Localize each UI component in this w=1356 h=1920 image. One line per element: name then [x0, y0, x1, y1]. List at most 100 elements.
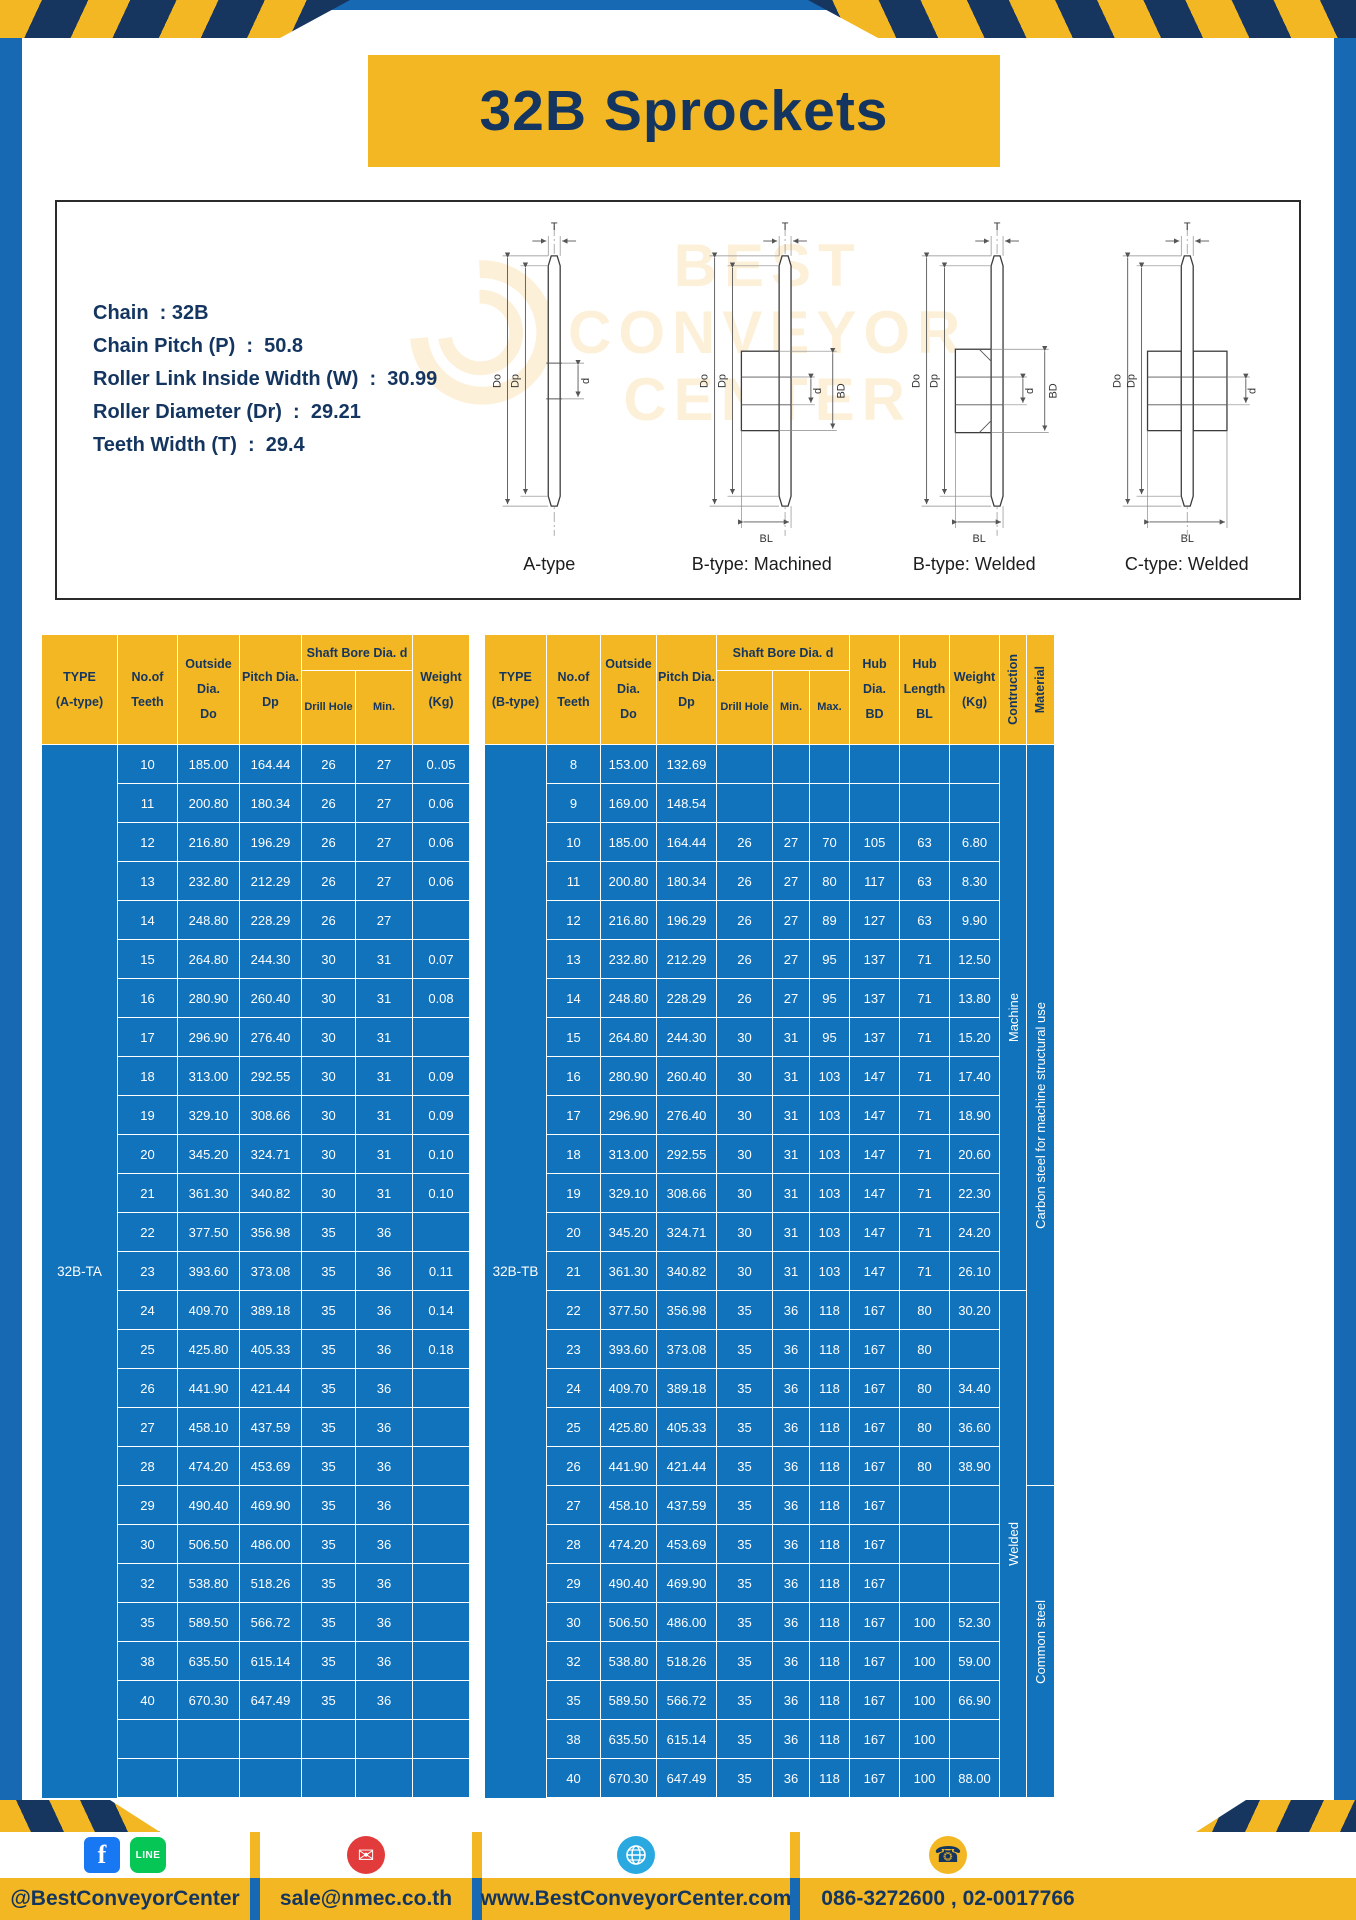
table-cell: 13	[118, 862, 178, 901]
table-cell: 71	[900, 979, 950, 1018]
table-cell: 313.00	[178, 1057, 240, 1096]
footer: f LINE ✉ ☎ @BestConveyorCenter sale@nmec…	[0, 1832, 1356, 1920]
table-cell: 35	[302, 1642, 356, 1681]
table-cell: 244.30	[657, 1018, 717, 1057]
table-cell: 260.40	[657, 1057, 717, 1096]
table-cell: 167	[850, 1603, 900, 1642]
table-cell	[950, 784, 1000, 823]
table-cell: 137	[850, 940, 900, 979]
table-cell: 8.30	[950, 862, 1000, 901]
dim-label-t: T	[551, 221, 558, 233]
table-cell: 421.44	[657, 1447, 717, 1486]
table-row: 18 313.00 292.55 30 31 103 147 71 20.60	[547, 1135, 1000, 1174]
table-cell: 228.29	[657, 979, 717, 1018]
table-cell: 13.80	[950, 979, 1000, 1018]
table-cell: 0.11	[413, 1252, 470, 1291]
table-cell: 35	[717, 1642, 773, 1681]
table-cell: 469.90	[240, 1486, 302, 1525]
table-cell	[356, 1720, 413, 1759]
table-cell: 16	[547, 1057, 601, 1096]
table-cell: 36	[773, 1369, 810, 1408]
merged-cell-carbon-steel-for-machine-structural-use: Carbon steel for machine structural use	[1027, 745, 1055, 1486]
table-cell: 24.20	[950, 1213, 1000, 1252]
table-cell: 11	[547, 862, 601, 901]
table-cell: 24	[547, 1369, 601, 1408]
table-row: 19 329.10 308.66 30 31 103 147 71 22.30	[547, 1174, 1000, 1213]
col-header-type: TYPE (B-type)	[485, 635, 547, 745]
table-cell: 31	[356, 1096, 413, 1135]
table-cell: 164.44	[240, 745, 302, 784]
table-cell: 615.14	[657, 1720, 717, 1759]
table-cell: 27	[356, 823, 413, 862]
col-header-construction: Contruction	[1000, 635, 1027, 745]
table-row: 16 280.90 260.40 30 31 0.08	[118, 979, 470, 1018]
table-cell	[178, 1759, 240, 1798]
col-header-material: Material	[1027, 635, 1055, 745]
table-cell: 30	[717, 1135, 773, 1174]
table-cell: 8	[547, 745, 601, 784]
table-cell: 264.80	[601, 1018, 657, 1057]
table-cell: 103	[810, 1174, 850, 1213]
footer-section-email: ✉	[260, 1832, 472, 1878]
table-cell: 0.06	[413, 862, 470, 901]
diagram-label: B-type: Welded	[912, 554, 1036, 574]
table-cell: 29	[118, 1486, 178, 1525]
table-cell: 26	[547, 1447, 601, 1486]
table-cell: 137	[850, 1018, 900, 1057]
table-cell: 167	[850, 1759, 900, 1798]
table-cell	[950, 1330, 1000, 1369]
table-cell: 232.80	[178, 862, 240, 901]
svg-text:Do: Do	[1111, 374, 1123, 388]
table-cell: 441.90	[178, 1369, 240, 1408]
table-cell: 232.80	[601, 940, 657, 979]
col-header-min: Min.	[773, 671, 810, 745]
table-cell: 453.69	[240, 1447, 302, 1486]
table-cell: 127	[850, 901, 900, 940]
table-cell: 313.00	[601, 1135, 657, 1174]
line-icon: LINE	[130, 1837, 166, 1873]
table-cell: 22.30	[950, 1174, 1000, 1213]
table-cell: 296.90	[601, 1096, 657, 1135]
footer-divider	[790, 1878, 800, 1920]
col-header-shaft-bore: Shaft Bore Dia. d	[717, 635, 850, 671]
table-cell: 95	[810, 940, 850, 979]
table-cell: 71	[900, 1096, 950, 1135]
table-cell: 30	[717, 1213, 773, 1252]
table-cell: 36	[773, 1564, 810, 1603]
footer-icons-row: f LINE ✉ ☎	[0, 1832, 1356, 1878]
footer-divider	[250, 1878, 260, 1920]
table-cell: 17.40	[950, 1057, 1000, 1096]
facebook-icon: f	[84, 1837, 120, 1873]
table-cell: 80	[900, 1447, 950, 1486]
table-cell: 180.34	[240, 784, 302, 823]
table-row: 25 425.80 405.33 35 36 0.18	[118, 1330, 470, 1369]
table-row: 18 313.00 292.55 30 31 0.09	[118, 1057, 470, 1096]
table-cell: 71	[900, 1018, 950, 1057]
table-cell: 292.55	[657, 1135, 717, 1174]
table-cell: 22	[118, 1213, 178, 1252]
table-cell: 26	[118, 1369, 178, 1408]
table-cell	[950, 1486, 1000, 1525]
table-cell: 36	[356, 1330, 413, 1369]
table-cell: 35	[302, 1408, 356, 1447]
table-row: 9 169.00 148.54	[547, 784, 1000, 823]
construction-column: Machine Welded	[1000, 745, 1027, 1798]
diagram-label: A-type	[523, 554, 576, 574]
table-cell: 153.00	[601, 745, 657, 784]
table-cell: 71	[900, 1174, 950, 1213]
merged-cell-machine: Machine	[1000, 745, 1027, 1291]
diagram-label: B-type: Machined	[691, 554, 832, 574]
table-b-body: 32B-TB 8 153.00 132.69 9 169.00 148.54 10 185.0…	[485, 745, 1055, 1798]
table-cell: 469.90	[657, 1564, 717, 1603]
table-cell: 486.00	[240, 1525, 302, 1564]
table-cell: 486.00	[657, 1603, 717, 1642]
table-cell	[240, 1720, 302, 1759]
table-row: 27 458.10 437.59 35 36 118 167	[547, 1486, 1000, 1525]
table-cell: 308.66	[240, 1096, 302, 1135]
svg-text:Dp: Dp	[716, 374, 728, 388]
table-cell: 36	[356, 1525, 413, 1564]
table-cell: 19	[118, 1096, 178, 1135]
table-cell: 329.10	[601, 1174, 657, 1213]
table-cell: 34.40	[950, 1369, 1000, 1408]
table-cell: 670.30	[601, 1759, 657, 1798]
